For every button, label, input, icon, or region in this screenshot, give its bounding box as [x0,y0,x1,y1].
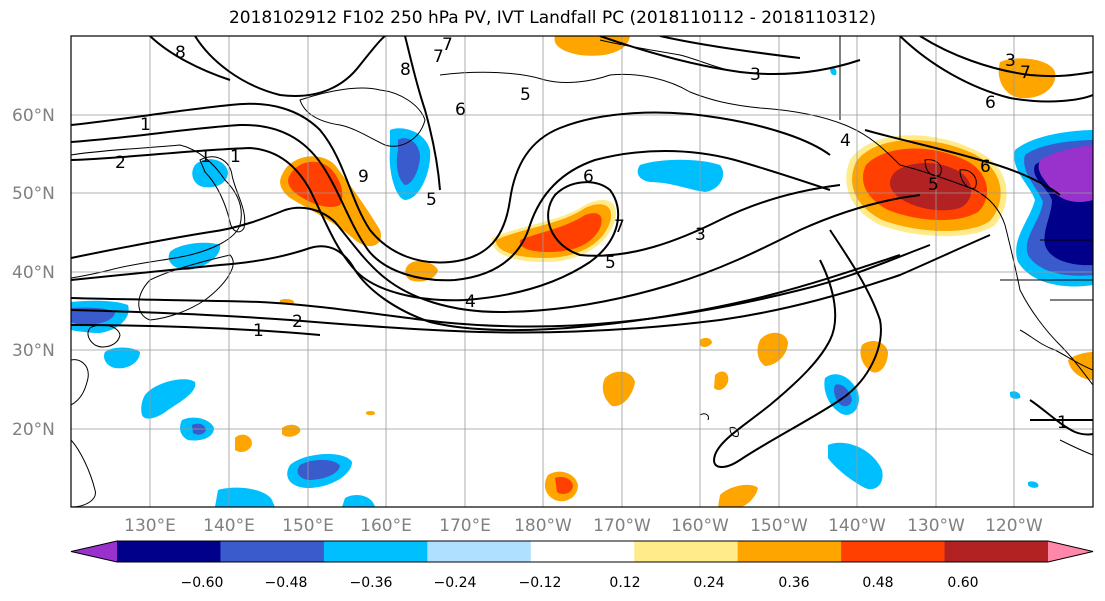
colorbar [70,540,1094,563]
contour-label: 1 [140,115,151,135]
contour-label: 1 [253,321,264,341]
lon-label: 130°W [907,516,965,536]
contour-label: 4 [840,131,851,151]
contour-label: 9 [358,167,369,187]
lon-label: 140°E [203,516,255,536]
contour-label: 6 [455,100,466,120]
colorbar-tick-label: −0.48 [265,575,308,591]
contour-label: 7 [442,35,453,55]
colorbar-outline [70,540,1094,563]
lat-label: 50°N [12,184,55,204]
contour-label: 1 [200,147,211,167]
lat-label: 40°N [12,263,55,283]
colorbar-tick-label: −0.60 [181,575,224,591]
lon-label: 160°E [360,516,412,536]
lon-label: 130°E [124,516,176,536]
colorbar-segment [944,541,1049,562]
contour-label: 3 [695,225,706,245]
colorbar-tick-label: 0.36 [778,575,809,591]
contour-label: 3 [750,65,761,85]
contour-label: 6 [583,167,594,187]
lon-label: 170°E [439,516,491,536]
contour-label: 2 [292,312,303,332]
lon-label: 180°W [514,516,572,536]
shaded-field [71,36,1093,507]
contour-label: 7 [433,47,444,67]
lat-label: 30°N [12,341,55,361]
contour-label-group: 8 7 8 7 6 5 3 1 1 2 1 9 5 6 7 5 3 4 2 1 … [115,35,1068,433]
contour-label: 7 [614,217,625,237]
contour-label: 8 [175,43,186,63]
lon-label: 170°W [593,516,651,536]
contour-label: 1 [1057,413,1068,433]
contour-label: 5 [520,85,531,105]
contour-label: 6 [980,157,991,177]
lat-label: 20°N [12,420,55,440]
latitude-labels: 60°N 50°N 40°N 30°N 20°N [12,106,55,440]
lon-label: 120°W [985,516,1043,536]
pv-contours [71,36,1093,468]
colorbar-segment [117,541,221,562]
colorbar-segment [427,541,532,562]
colorbar-segment [530,541,635,562]
contour-label: 4 [465,292,476,312]
colorbar-tick-label: 0.48 [862,575,893,591]
gridlines [71,36,1093,507]
colorbar-labels: −0.60 −0.48 −0.36 −0.24 −0.12 0.12 0.24 … [181,575,979,591]
colorbar-extension-low [71,541,117,562]
colorbar-segment [841,541,946,562]
lon-label: 140°W [828,516,886,536]
colorbar-segment [737,541,842,562]
colorbar-extension-high [1048,541,1093,562]
colorbar-tick-label: 0.12 [609,575,640,591]
colorbar-tick-label: −0.24 [434,575,477,591]
colorbar-segment [323,541,428,562]
colorbar-segment [220,541,325,562]
colorbar-tick-label: 0.24 [693,575,724,591]
contour-label: 2 [115,153,126,173]
contour-label: 3 [1005,51,1016,71]
longitude-labels: 130°E 140°E 150°E 160°E 170°E 180°W 170°… [124,516,1043,536]
contour-label: 5 [928,175,939,195]
map-frame [70,35,1094,508]
contour-label: 6 [985,93,996,113]
colorbar-segment [634,541,739,562]
contour-label: 5 [426,190,437,210]
contour-label: 5 [605,253,616,273]
lat-label: 60°N [12,106,55,126]
lon-label: 160°W [671,516,729,536]
contour-label: 8 [400,60,411,80]
coastlines [71,36,1093,507]
colorbar-tick-label: −0.12 [519,575,562,591]
contour-label: 1 [230,147,241,167]
map-title: 2018102912 F102 250 hPa PV, IVT Landfall… [228,8,876,28]
lon-label: 150°W [750,516,808,536]
colorbar-tick-label: 0.60 [947,575,978,591]
colorbar-tick-label: −0.36 [350,575,393,591]
contour-label: 7 [1020,63,1031,83]
lon-label: 150°E [282,516,334,536]
